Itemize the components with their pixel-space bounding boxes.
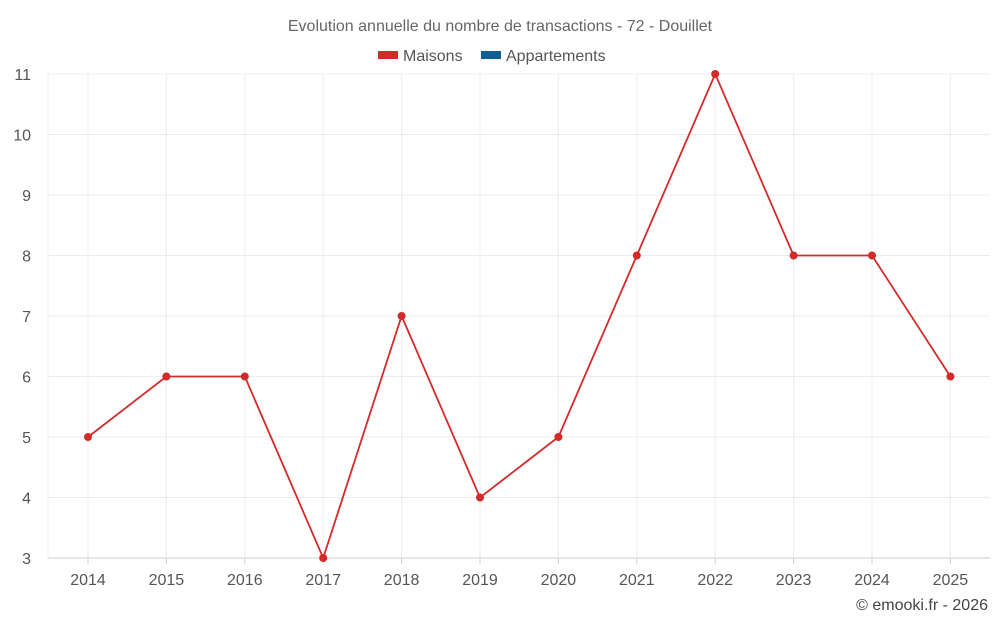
data-point[interactable] [162,372,171,381]
data-point[interactable] [554,433,563,441]
data-point[interactable] [319,554,328,562]
y-tick-label: 6 [22,370,31,387]
y-tick-label: 10 [13,128,31,145]
y-tick-label: 5 [22,430,31,447]
x-tick-label: 2023 [776,572,812,589]
data-point[interactable] [868,251,876,260]
series-maisons [84,70,955,562]
y-tick-label: 7 [22,309,31,326]
y-axis: 3 4 5 6 7 8 9 10 11 [13,67,49,568]
copyright: © emooki.fr - 2026 [856,597,988,614]
x-tick-label: 2021 [619,572,655,589]
data-point[interactable] [397,312,406,320]
data-point[interactable] [240,372,249,381]
gridlines [48,73,990,559]
data-point[interactable] [789,251,798,260]
data-point[interactable] [711,70,720,78]
x-tick-label: 2018 [384,572,420,589]
legend-label-appartements: Appartements [506,48,606,65]
x-tick-label: 2020 [541,572,577,589]
x-tick-label: 2017 [305,572,341,589]
data-point[interactable] [476,493,484,502]
x-tick-label: 2024 [854,572,890,589]
x-tick-label: 2019 [462,572,498,589]
y-tick-label: 3 [22,551,31,568]
legend: Maisons Appartements [378,48,606,65]
legend-swatch-appartements [481,51,501,59]
series-line-maisons [87,73,952,559]
y-tick-label: 9 [22,188,31,205]
y-tick-label: 4 [22,491,31,508]
x-tick-label: 2025 [933,572,969,589]
x-tick-label: 2022 [697,572,733,589]
legend-item-appartements[interactable]: Appartements [481,48,606,65]
y-tick-label: 11 [14,67,31,84]
legend-item-maisons[interactable]: Maisons [378,48,463,65]
data-point[interactable] [84,433,92,441]
x-tick-label: 2015 [149,572,185,589]
legend-label-maisons: Maisons [403,48,463,65]
data-point[interactable] [946,372,955,381]
x-tick-label: 2014 [70,572,106,589]
y-tick-label: 8 [22,249,31,266]
legend-swatch-maisons [378,51,398,59]
x-axis: 2014 2015 2016 2017 2018 2019 2020 2021 2022 2023… [70,558,968,589]
x-tick-label: 2016 [227,572,263,589]
data-point[interactable] [632,251,641,260]
chart-title: Evolution annuelle du nombre de transact… [288,18,713,35]
